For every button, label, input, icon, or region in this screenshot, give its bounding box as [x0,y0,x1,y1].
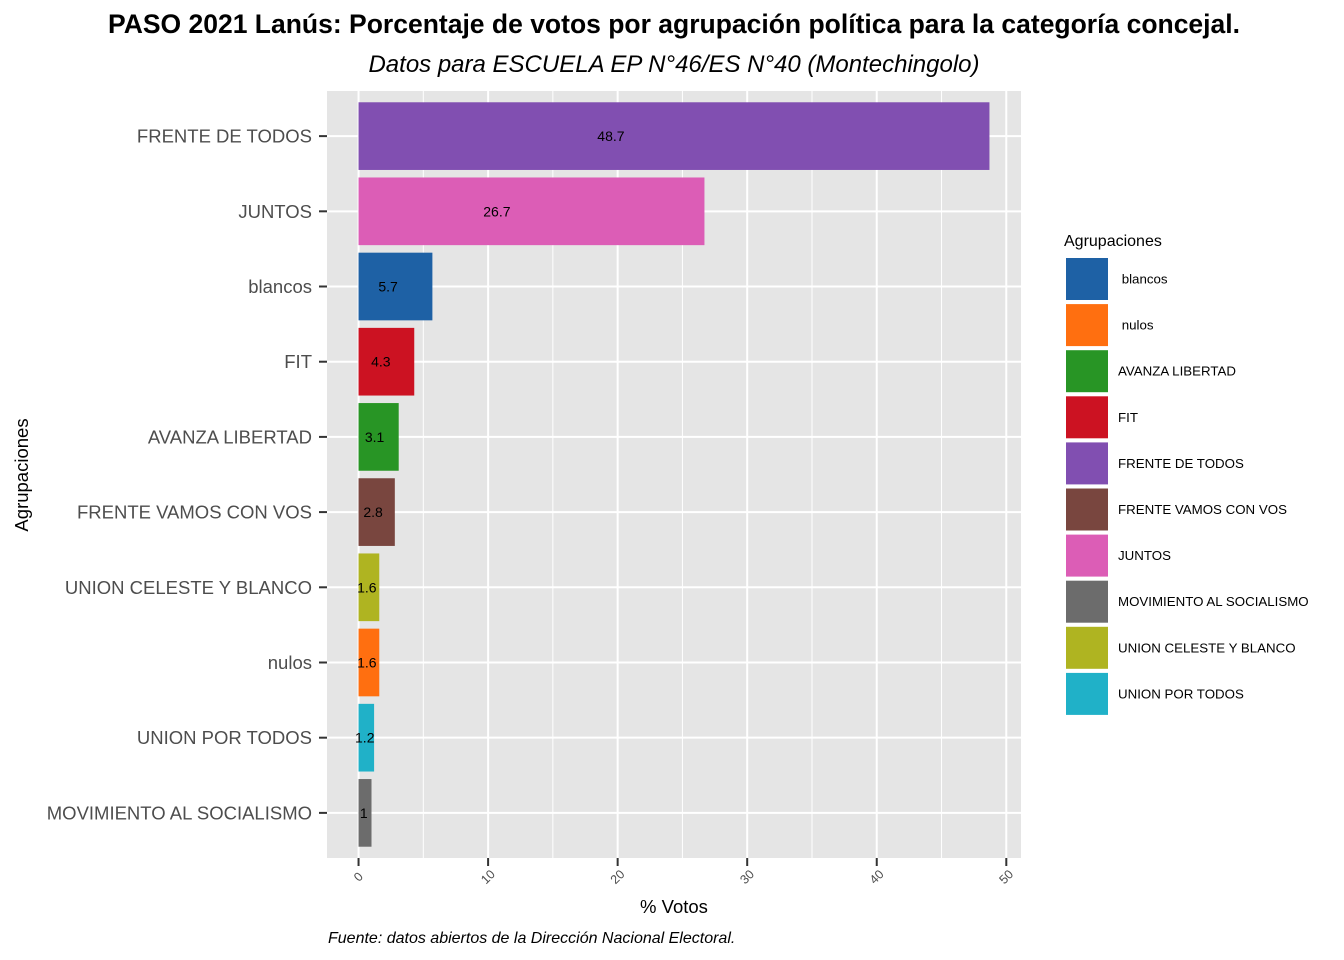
legend-label-avanza-libertad: AVANZA LIBERTAD [1118,364,1236,379]
legend-label-juntos: JUNTOS [1118,548,1171,563]
chart-caption: Fuente: datos abiertos de la Dirección N… [328,930,735,947]
chart-title: PASO 2021 Lanús: Porcentaje de votos por… [108,9,1240,39]
bar-fit [358,327,415,396]
legend-label-frente-vamos-con-vos: FRENTE VAMOS CON VOS [1118,502,1287,517]
y-tick-label-frente-de-todos: FRENTE DE TODOS [137,126,312,147]
y-tick-label-blancos: blancos [248,276,312,297]
x-axis-title: % Votos [640,896,708,917]
legend-key-juntos [1066,534,1108,577]
legend-label-nulos: nulos [1118,318,1154,333]
y-axis: FRENTE DE TODOS JUNTOS blancos FIT AVANZA LI… [47,126,327,823]
y-tick-label-union-por-todos: UNION POR TODOS [137,727,312,748]
legend: Agrupaciones blancos nulos AVANZA LIBERTA… [1064,233,1309,715]
legend-key-fit [1066,396,1108,439]
bar-nulos [358,628,380,697]
legend-key-nulos [1066,304,1108,347]
value-label-movimiento-al-socialismo: 1 [360,805,368,821]
chart-subtitle: Datos para ESCUELA EP N°46/ES N°40 (Mont… [368,51,979,78]
legend-key-frente-de-todos [1066,442,1108,485]
y-tick-label-movimiento-al-socialismo: MOVIMIENTO AL SOCIALISMO [47,802,312,823]
legend-key-avanza-libertad [1066,350,1108,393]
value-label-juntos: 26.7 [483,203,510,219]
legend-key-union-por-todos [1066,672,1108,715]
legend-label-blancos: blancos [1118,272,1168,287]
value-label-frente-vamos-con-vos: 2.8 [363,504,383,520]
bar-blancos [358,252,433,321]
bar-union-por-todos [358,703,375,772]
legend-label-frente-de-todos: FRENTE DE TODOS [1118,456,1244,471]
legend-key-union-celeste-y-blanco [1066,626,1108,669]
y-axis-title: Agrupaciones [11,418,32,531]
value-label-nulos: 1.6 [357,654,377,670]
legend-key-blancos [1066,258,1108,300]
value-label-union-por-todos: 1.2 [355,730,375,746]
legend-title: Agrupaciones [1064,233,1162,250]
value-label-avanza-libertad: 3.1 [365,429,385,445]
legend-key-movimiento-al-socialismo [1066,580,1108,623]
bar-frente-vamos-con-vos [358,478,395,546]
value-label-union-celeste-y-blanco: 1.6 [357,579,377,595]
y-tick-label-fit: FIT [284,351,312,372]
bar-union-celeste-y-blanco [358,553,380,622]
bar-movimiento-al-socialismo [358,779,372,847]
legend-label-union-celeste-y-blanco: UNION CELESTE Y BLANCO [1118,640,1296,655]
legend-label-union-por-todos: UNION POR TODOS [1118,686,1244,701]
bar-juntos [358,177,705,246]
legend-key-frente-vamos-con-vos [1066,488,1108,531]
bar-avanza-libertad [358,403,399,471]
y-tick-label-frente-vamos-con-vos: FRENTE VAMOS CON VOS [77,502,312,523]
value-label-blancos: 5.7 [378,279,398,295]
value-label-frente-de-todos: 48.7 [597,128,624,144]
legend-label-fit: FIT [1118,410,1138,425]
y-tick-label-juntos: JUNTOS [238,201,312,222]
bar-frente-de-todos [358,102,990,170]
y-tick-label-avanza-libertad: AVANZA LIBERTAD [148,426,312,447]
legend-label-movimiento-al-socialismo: MOVIMIENTO AL SOCIALISMO [1118,594,1309,609]
y-tick-label-nulos: nulos [268,652,312,673]
y-tick-label-union-celeste-y-blanco: UNION CELESTE Y BLANCO [65,577,312,598]
bars [358,102,990,847]
value-label-fit: 4.3 [371,354,391,370]
value-labels: 48.7 26.7 5.7 4.3 3.1 2.8 1.6 1.6 1.2 1 [355,128,625,821]
